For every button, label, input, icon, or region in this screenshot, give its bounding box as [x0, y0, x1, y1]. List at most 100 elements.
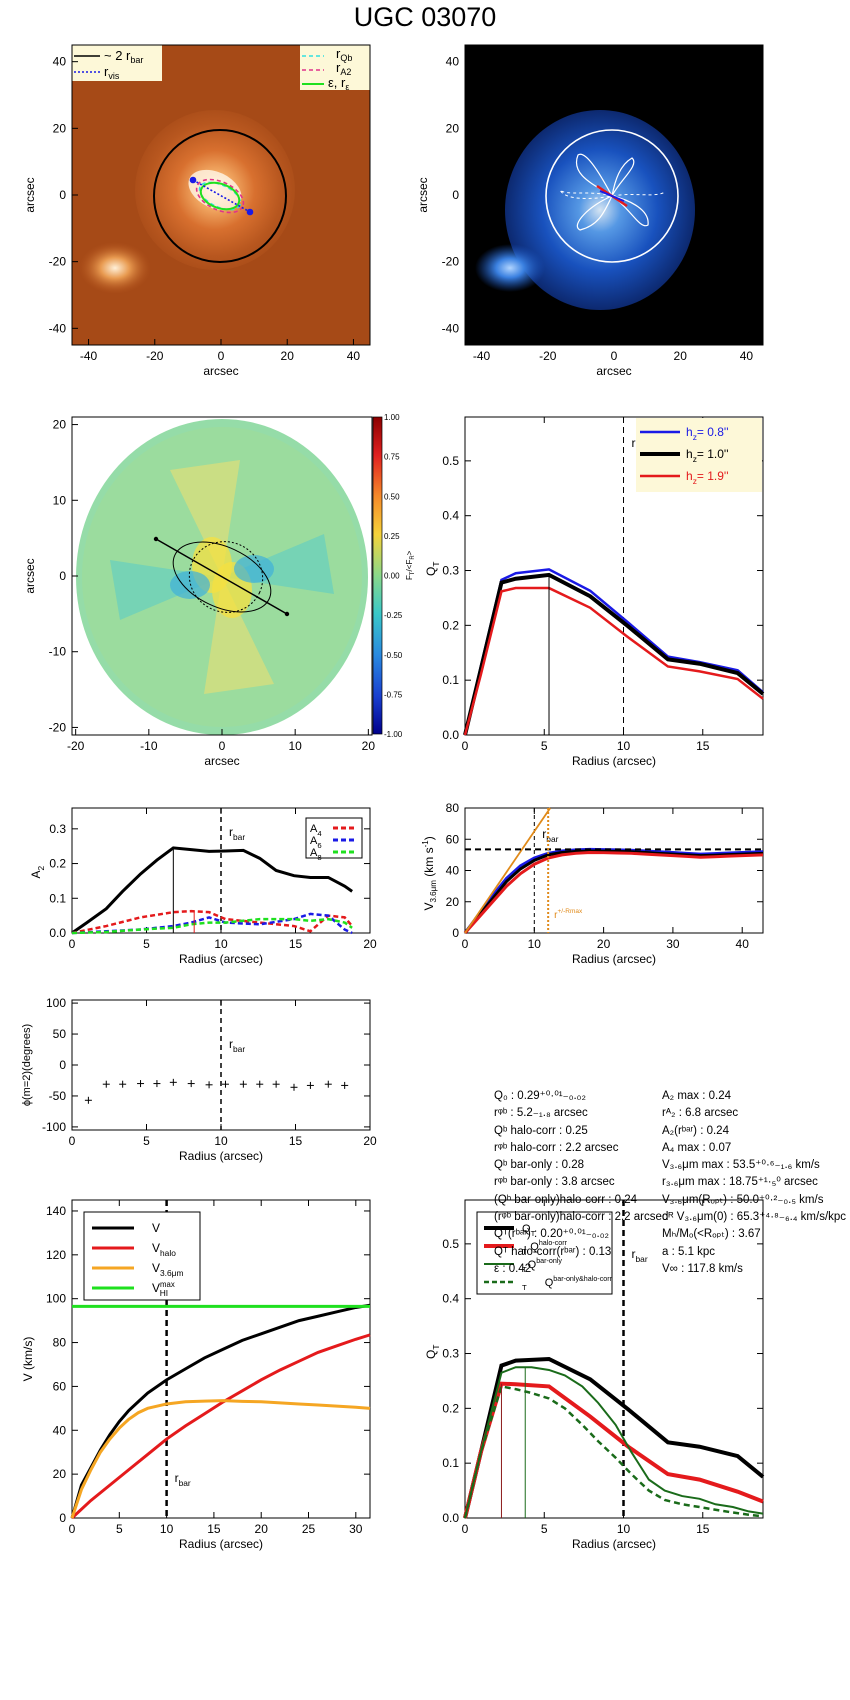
series-line [70, 1303, 371, 1519]
param-qt-rbar: Qᵀ(rᵇᵃʳ) : 0.20⁺⁰·⁰¹₋₀.₀₂ [494, 1228, 609, 1241]
legend-label: QT [522, 1223, 536, 1238]
x-tick-label: 15 [696, 739, 710, 753]
y-tick-label: -100 [42, 1120, 66, 1134]
param-v-ropt: V₃.₆μm(Rₒₚₜ) : 50.0⁺⁰·²₋₀.₅ km/s [662, 1193, 824, 1206]
param-rqb-bar: rᵠᵇ bar-only : 3.8 arcsec [494, 1176, 615, 1189]
series-line [463, 1384, 764, 1519]
y-tick-label: 0 [59, 1511, 66, 1525]
legend-eps-label: ε, rε [328, 75, 349, 92]
y-tick-label: -40 [442, 321, 460, 335]
x-tick-label: 40 [740, 349, 754, 363]
param-a2max: A₂ max : 0.24 [662, 1090, 732, 1102]
x-tick-label: 40 [347, 349, 361, 363]
y-tick-label: 40 [53, 55, 67, 69]
y-tick-label: 50 [53, 1027, 67, 1041]
colorbar-tick-label: -1.00 [384, 730, 403, 739]
legend: hz= 0.8'' hz= 1.0'' hz= 1.9'' [636, 418, 762, 492]
legend-rqb-label: rQb [336, 46, 352, 63]
y-tick-label: 0.3 [442, 1347, 459, 1361]
y-tick-label: 80 [53, 1336, 67, 1350]
x-tick-label: 30 [666, 937, 680, 951]
y-tick-label: 0 [452, 926, 459, 940]
legend-label: V [152, 1221, 160, 1235]
x-tick-label: 5 [541, 1522, 548, 1536]
rbar-label: rbar [175, 1471, 191, 1488]
x-tick-label: 15 [289, 1134, 303, 1148]
x-tick-label: -10 [140, 739, 158, 753]
series-line [70, 1399, 371, 1519]
y-tick-label: 20 [53, 121, 67, 135]
y-tick-label: 20 [53, 418, 67, 432]
rbar-label: rbar [632, 1247, 648, 1264]
x-axis-label: arcsec [204, 754, 239, 768]
plot-frame [464, 807, 764, 934]
y-axis-label: QT [424, 562, 441, 576]
y-tick-label: 0.4 [442, 509, 459, 523]
x-tick-label: 10 [528, 937, 542, 951]
plot-frame [464, 416, 764, 736]
colorbar-tick-label: 0.00 [384, 572, 400, 581]
y-tick-label: 20 [446, 895, 460, 909]
param-ra2: rᴬ₂ : 6.8 arcsec [662, 1107, 739, 1120]
series-line [71, 917, 353, 935]
x-axis-label: arcsec [203, 364, 238, 378]
series-line [463, 1356, 765, 1519]
x-tick-label: 10 [214, 1134, 228, 1148]
bar-end-right [284, 611, 290, 617]
x-tick-label: 20 [255, 1522, 269, 1536]
y-tick-label: -20 [442, 255, 460, 269]
legend-label: A4 [310, 823, 322, 838]
blue-companion-blob [475, 244, 545, 292]
series-line [463, 568, 764, 736]
y-tick-label: -20 [49, 255, 67, 269]
phase-angle-chart: 0 5 10 15 20 100 50 0 -50 -100 Radius (arcsec) rbar… [21, 996, 377, 1163]
series-line [463, 572, 765, 736]
y-tick-label: 20 [53, 1467, 67, 1481]
x-tick-label: 10 [214, 937, 228, 951]
two-rbar-circle [153, 129, 287, 263]
y-tick-label: 0.5 [442, 454, 459, 468]
y-axis-label: A2 [29, 865, 46, 878]
y-tick-label: 140 [46, 1204, 66, 1218]
series-line [463, 849, 764, 934]
legend-label: Qbar-only&halo-corr T [522, 1275, 613, 1292]
legend-label: hz= 1.9'' [686, 469, 728, 486]
colorbar-tick-label: 0.25 [384, 532, 400, 541]
y-tick-label: -20 [49, 720, 67, 734]
parameter-column-left: Q₀ : 0.29⁺⁰·⁰¹₋₀.₀₂ rᵠᵇ : 5.2₋₁.₈ arcsec… [494, 1088, 668, 1278]
x-tick-label: 20 [362, 739, 376, 753]
bar-end-left [153, 536, 159, 542]
galaxy-blue-image-panel [464, 44, 764, 346]
force-map-axes: -20 -10 0 10 20 20 10 0 -10 -20 arcsec arcsec [23, 418, 375, 768]
colorbar-ticks: 1.00 0.75 0.50 0.25 0.00 -0.25 -0.50 -0.75 -1.00 [384, 413, 403, 739]
x-tick-label: -40 [80, 349, 98, 363]
x-axis-label: Radius (arcsec) [179, 1149, 263, 1163]
y-tick-label: 0 [59, 1058, 66, 1072]
figure-title: UGC 03070 [353, 2, 497, 32]
colorbar-tick-label: -0.75 [384, 690, 403, 699]
param-qb-halo: Qᵇ halo-corr : 0.25 [494, 1124, 588, 1137]
y-tick-label: 0.0 [442, 1511, 459, 1525]
legend-label: V3.6μm [152, 1261, 183, 1278]
x-axis-label: Radius (arcsec) [572, 1537, 656, 1551]
series-line [463, 586, 764, 736]
rbar-label: rbar [542, 827, 558, 844]
galaxy-image-axes: -40 -20 0 20 40 40 20 0 -20 -40 arcsec arcsec [23, 55, 360, 378]
y-tick-label: 10 [53, 493, 67, 507]
y-tick-label: 40 [53, 1423, 67, 1437]
param-epsilon: ε : 0.42 [494, 1262, 532, 1275]
x-axis-label: Radius (arcsec) [572, 952, 656, 966]
bar-ellipse-dotted [188, 541, 264, 613]
y-tick-label: 0.4 [442, 1292, 459, 1306]
x-tick-label: 10 [617, 739, 631, 753]
y-tick-label: 80 [446, 801, 460, 815]
y-tick-label: 0 [452, 188, 459, 202]
ra2-ellipse [195, 178, 245, 214]
y-tick-label: 20 [446, 121, 460, 135]
plot-frame [71, 1199, 371, 1519]
param-a4max: A₄ max : 0.07 [662, 1141, 732, 1154]
legend-label: Qbar-only T [522, 1257, 562, 1274]
white-rbar-circle [545, 129, 679, 263]
colorbar-tick-label: -0.50 [384, 651, 403, 660]
x-tick-label: 10 [160, 1522, 174, 1536]
